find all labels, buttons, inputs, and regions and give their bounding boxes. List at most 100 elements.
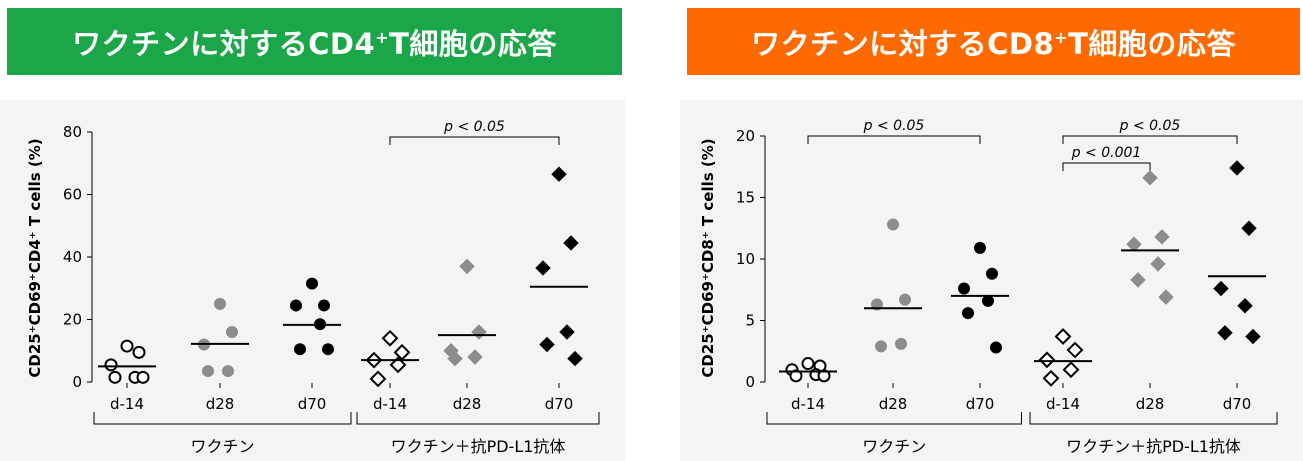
cd8-group-bracket [766,412,1022,425]
cd4-data-point [393,343,411,361]
cd8-p-value-label: p < 0.001 [1071,145,1142,161]
cd4-data-point [559,324,575,340]
cd8-data-point [1150,256,1166,272]
cd8-category-label: d28 [1136,395,1165,413]
cd4-title-post: T細胞の応答 [389,26,557,61]
cd8-y-tick-label: 20 [736,127,755,145]
cd8-data-point [982,294,994,307]
cd4-data-point [108,370,122,384]
cd8-data-point [1130,272,1146,288]
cd8-group-label: ワクチン＋抗PD-L1抗体 [1066,437,1241,456]
cd8-chart: CD25⁺CD69⁺CD8⁺ T cells (%) 0 5 10 15 20 d-14 d… [699,118,1278,456]
cd4-y-tick-label: 0 [72,373,82,391]
cd4-data-point [551,166,567,182]
cd8-data-point [990,341,1002,354]
cd8-y-tick-label: 10 [736,250,755,268]
cd8-y-tick-label: 0 [745,373,755,391]
cd8-data-point [1241,220,1257,236]
cd8-data-point [1126,236,1142,252]
cd8-y-axis-label: CD25⁺CD69⁺CD8⁺ T cells (%) [699,138,717,377]
cd8-data-point [986,267,998,280]
cd8-title-sup: + [1054,28,1069,47]
cd8-data-point [1237,298,1253,314]
cd4-group-label: ワクチン＋抗PD-L1抗体 [391,437,566,456]
cd8-data-point [1154,229,1170,245]
cd4-group-bracket [356,412,600,425]
cd8-data-point [1066,341,1084,359]
cd8-data-point [1213,280,1229,297]
cd4-data-point [318,299,330,312]
cd8-title-pre: ワクチンに対するCD8 [751,26,1055,61]
cd4-data-point [294,343,306,356]
cd8-data-point [1142,170,1158,186]
cd4-data-point [120,339,134,353]
cd4-category-label: d-14 [373,395,407,413]
cd8-data-point [887,218,899,231]
cd4-data-point [471,324,487,340]
cd8-chart-panel [680,100,1303,461]
cd8-data-point [962,307,974,320]
cd8-y-tick-label: 5 [745,312,755,330]
cd8-category-label: d-14 [1046,395,1080,413]
cd4-y-tick-label: 40 [63,248,82,266]
cd4-significance-bracket [389,136,560,145]
cd8-category-label: d-14 [791,395,825,413]
cd4-data-point [322,343,334,356]
cd8-significance-bracket [1062,135,1238,144]
cd8-data-point [1245,328,1261,345]
cd4-y-tick-label: 60 [63,186,82,204]
cd4-group-label: ワクチン [190,437,254,456]
cd8-data-point [875,340,887,353]
cd8-data-point [899,293,911,306]
cd8-data-point [1217,325,1233,341]
cd4-data-point [202,365,214,378]
cd4-data-point [447,350,463,367]
cd4-data-point [381,329,399,347]
cd4-title-sup: + [375,28,390,47]
cd4-data-point [290,299,302,312]
cd4-data-point [226,326,238,338]
cd4-title-pre: ワクチンに対するCD4 [72,26,376,61]
cd8-category-label: d70 [1223,395,1252,413]
cd4-category-label: d28 [206,395,235,413]
cd4-category-label: d-14 [110,395,144,413]
cd4-data-point [563,235,579,251]
cd4-data-point [136,370,150,384]
cd4-data-point [539,336,555,353]
cd8-significance-bracket [1062,162,1151,171]
cd4-data-point [459,258,475,275]
cd8-data-point [801,357,815,371]
cd4-category-label: d70 [298,395,327,413]
cd4-data-point [222,365,234,378]
cd8-category-label: d28 [879,395,908,413]
cd8-p-value-label: p < 0.05 [863,118,925,134]
cd8-data-point [895,337,907,350]
cd4-category-label: d28 [453,395,482,413]
cd8-group-label: ワクチン [862,437,926,456]
cd8-title-banner: ワクチンに対するCD8 + T細胞の応答 [687,8,1300,75]
cd4-p-value-label: p < 0.05 [443,119,505,135]
cd8-data-point [1042,369,1060,387]
cd4-data-point [467,349,483,365]
cd8-category-label: d70 [966,395,995,413]
cd4-category-label: d70 [545,395,574,413]
cd8-title-post: T細胞の応答 [1068,26,1236,61]
cd8-data-point [1038,351,1056,369]
cd8-data-point [1158,289,1174,305]
cd4-data-point [567,350,583,367]
cd4-data-point [369,370,387,388]
cd8-data-point [1229,160,1245,176]
cd4-y-tick-label: 20 [63,311,82,329]
cd8-data-point [958,282,970,295]
cd8-data-point [1062,361,1080,379]
cd4-data-point [132,345,146,359]
cd4-data-point [389,356,407,374]
cd4-data-point [214,297,226,310]
cd8-data-point [817,369,831,383]
cd4-title-banner: ワクチンに対するCD4 + T細胞の応答 [7,8,622,75]
cd8-group-bracket [1029,412,1278,425]
cd4-y-tick-label: 80 [63,123,82,141]
cd8-data-point [974,241,986,254]
cd4-data-point [306,277,318,290]
